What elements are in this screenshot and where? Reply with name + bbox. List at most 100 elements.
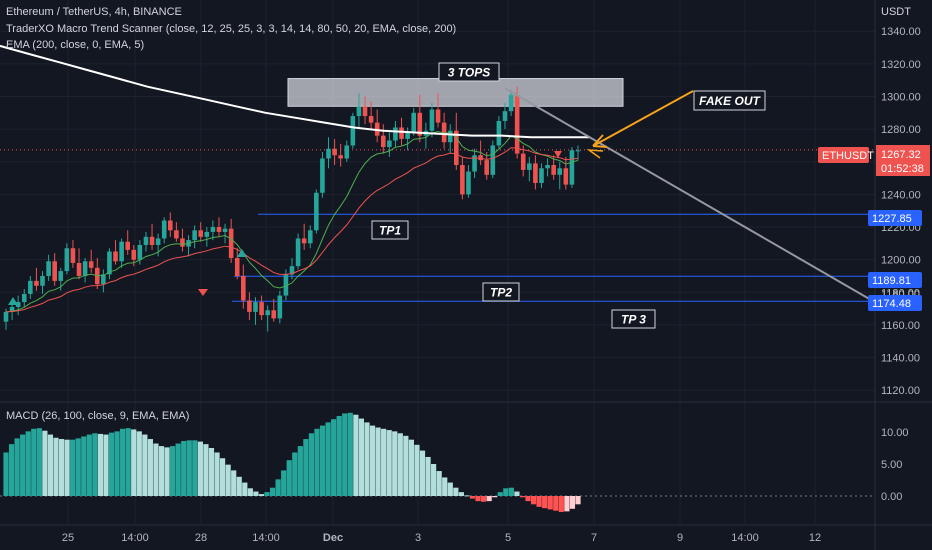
candle-body: [496, 120, 502, 146]
candle-body: [399, 127, 404, 139]
annotation-tp1: TP1: [379, 224, 401, 238]
candle-body: [478, 155, 483, 161]
annotation-tp2: TP2: [490, 286, 512, 300]
candle-body: [9, 306, 15, 312]
annotation-tp3-box: [611, 309, 656, 329]
descending-trend-line: [504, 87, 873, 302]
candle-body: [271, 310, 277, 319]
candle-body: [107, 251, 112, 275]
fakeout-arrow-line: [592, 90, 694, 147]
annotation-fake-out: FAKE OUT: [699, 94, 761, 108]
candle-body: [380, 135, 386, 148]
candle-body: [46, 261, 51, 276]
macd-bar: [258, 494, 265, 496]
macd-legend[interactable]: MACD (26, 100, close, 9, EMA, EMA): [6, 410, 190, 422]
macd-bar: [519, 496, 526, 498]
macd-bar: [419, 450, 426, 496]
macd-bar: [269, 487, 276, 496]
indicator-legend-ema[interactable]: EMA (200, close, 0, EMA, 5): [6, 39, 145, 51]
candle-body: [545, 165, 550, 169]
candle-body: [253, 302, 258, 312]
macd-bar: [381, 428, 387, 496]
candle-body: [155, 238, 161, 245]
macd-bar: [536, 496, 542, 507]
macd-bar: [547, 496, 553, 510]
candle-body: [167, 220, 173, 231]
macd-bar: [53, 437, 59, 496]
annotation-fake-out-box: [693, 90, 766, 111]
price-tags: ETHUSDT1267.3201:52:381227.851189.811180…: [818, 145, 930, 311]
candle-body: [490, 145, 496, 175]
ema200-line: [0, 44, 590, 139]
macd-bar: [108, 432, 115, 496]
candle-body: [58, 271, 64, 281]
price-tick-label: 1240.00: [881, 189, 921, 201]
macd-bar: [353, 414, 359, 496]
trend-line: [504, 87, 873, 302]
macd-bar: [364, 422, 370, 496]
tp2-price-tag: 1189.81: [872, 275, 911, 287]
candles: [3, 86, 581, 332]
time-tick-label: Dec: [323, 532, 343, 544]
price-tick-label: 1320.00: [881, 59, 921, 71]
tp1-price-tag-bg: [868, 210, 922, 226]
candle-body: [34, 280, 39, 286]
time-tick-label: 14:00: [252, 532, 280, 544]
candle-body: [149, 236, 155, 245]
fakeout-arrow-head: [592, 134, 608, 148]
candle-body: [417, 112, 423, 136]
currency-label: USDT: [881, 6, 911, 18]
macd-bar: [153, 443, 159, 496]
macd-bar: [42, 430, 48, 496]
candle-body: [520, 153, 526, 170]
annotation-3-tops-box: [438, 62, 500, 82]
candle-body: [447, 130, 453, 143]
candle-body: [52, 261, 57, 281]
macd-bar: [369, 425, 376, 496]
macd-bar: [114, 431, 120, 496]
candle-body: [88, 261, 94, 268]
symbol-title[interactable]: Ethereum / TetherUS, 4h, BINANCE: [6, 6, 182, 18]
macd-bar: [447, 482, 453, 496]
macd-bar: [8, 444, 15, 496]
candle-body: [3, 311, 9, 322]
macd-bar: [508, 487, 514, 496]
macd-bar: [181, 440, 187, 496]
macd-bar: [314, 428, 320, 496]
macd-bar: [358, 418, 365, 496]
candle-body: [64, 248, 70, 272]
candle-body: [101, 274, 106, 285]
macd-bar: [164, 447, 170, 496]
macd-tick-label: 0.00: [881, 491, 902, 503]
candle-body: [332, 148, 337, 156]
macd-bar: [469, 496, 476, 499]
time-tick-label: 25: [62, 532, 74, 544]
candle-body: [113, 251, 118, 262]
macd-bar: [342, 413, 348, 496]
candle-body: [460, 165, 465, 195]
candle-body: [429, 109, 435, 131]
ema-slow-line: [5, 147, 579, 313]
candle-body: [301, 238, 307, 244]
macd-bar: [247, 488, 253, 496]
candle-body: [289, 266, 295, 275]
price-tick-label: 1160.00: [881, 320, 920, 332]
macd-bar: [303, 439, 309, 496]
tp1-price-tag: 1227.85: [872, 213, 912, 225]
macd-bar: [530, 496, 537, 505]
macd-bar: [486, 496, 492, 502]
macd-bar: [497, 492, 503, 496]
candle-body: [82, 261, 88, 276]
candle-body: [247, 300, 252, 312]
annotation-tp2-box: [482, 282, 520, 302]
candle-body: [277, 295, 283, 319]
macd-bar: [386, 430, 392, 496]
indicator-legend-trendscanner[interactable]: TraderXO Macro Trend Scanner (close, 12,…: [6, 23, 457, 35]
macd-tick-label: 5.00: [881, 459, 902, 471]
macd-bar: [553, 496, 559, 511]
macd-bar: [436, 471, 442, 496]
macd-bar: [31, 428, 37, 496]
macd-bar: [397, 433, 403, 496]
macd-bar: [297, 446, 303, 496]
